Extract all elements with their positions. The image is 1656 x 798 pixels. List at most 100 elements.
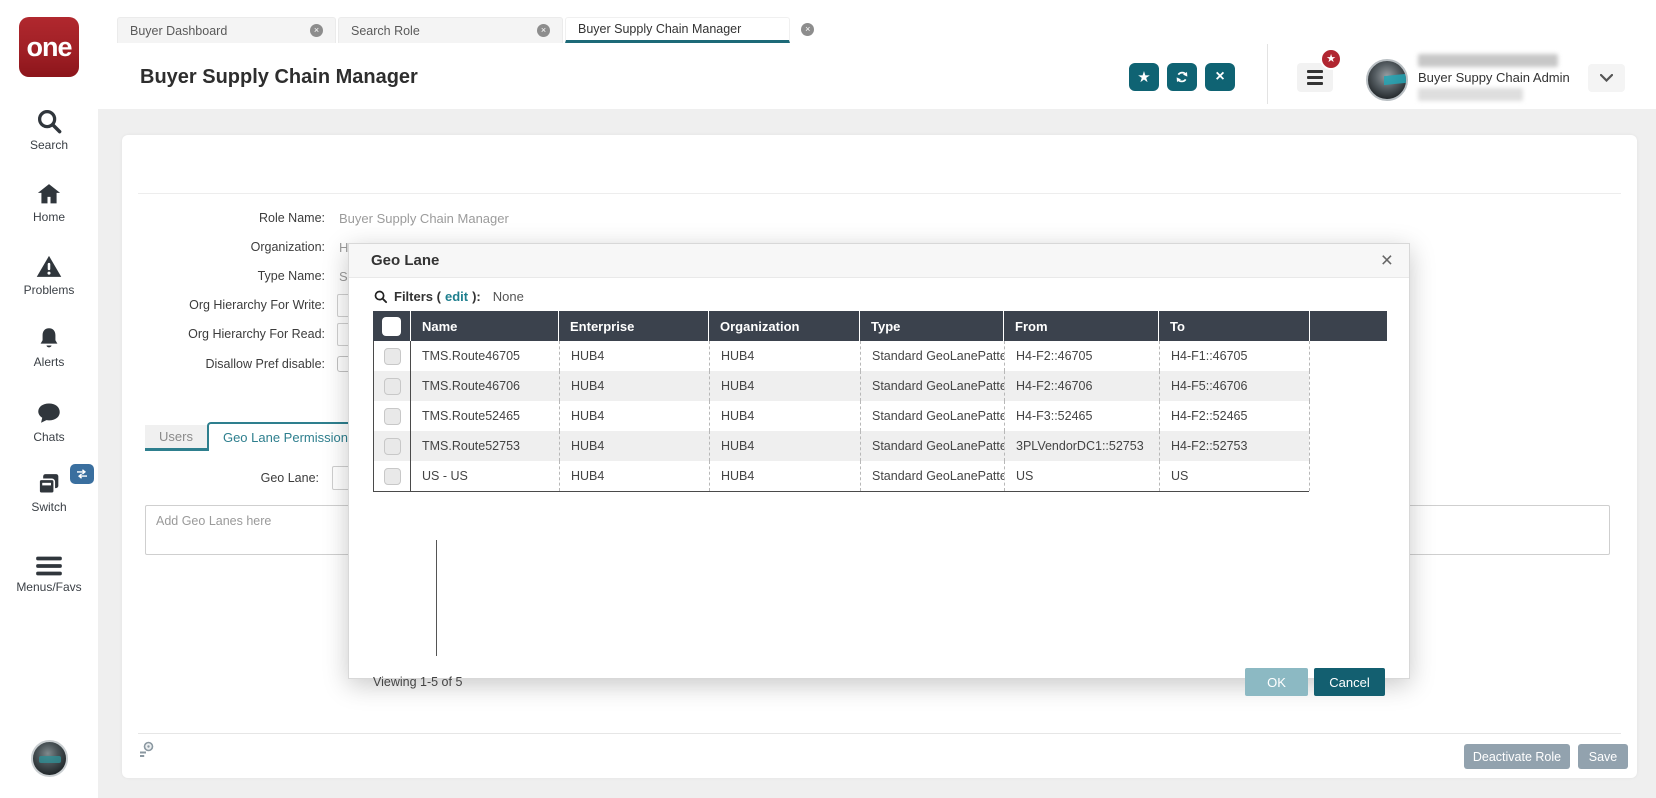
row-checkbox[interactable]	[383, 467, 401, 485]
field-value: S	[339, 268, 348, 284]
favorite-star-button[interactable]: ★	[1129, 63, 1159, 91]
cell-to: US	[1159, 461, 1310, 491]
grid-line-artifact	[436, 540, 437, 656]
page-actions: ★ ×	[1129, 63, 1235, 91]
save-button[interactable]: Save	[1578, 744, 1628, 769]
filters-edit-link[interactable]: edit	[444, 289, 469, 304]
user-avatar[interactable]	[1366, 59, 1408, 101]
row-select-cell	[374, 431, 411, 461]
field-label: Type Name:	[257, 269, 325, 283]
sidebar-user-avatar[interactable]	[31, 740, 68, 777]
column-header-name[interactable]: Name	[410, 311, 558, 341]
cell-from: H4-F2::46706	[1004, 371, 1159, 401]
sidebar-item-label: Switch	[31, 500, 67, 514]
row-checkbox[interactable]	[383, 347, 401, 365]
table-row[interactable]: TMS.Route52753 HUB4 HUB4 Standard GeoLan…	[374, 431, 1310, 461]
favorites-badge-icon: ★	[1320, 48, 1342, 70]
sidebar-item-menus-favs[interactable]: Menus/Favs	[0, 554, 98, 594]
geo-lane-label: Geo Lane:	[260, 471, 319, 485]
cancel-button[interactable]: Cancel	[1314, 668, 1385, 696]
one-network-logo[interactable]: one	[19, 17, 79, 77]
chat-bubble-icon	[0, 400, 98, 428]
tab-users[interactable]: Users	[145, 425, 207, 451]
close-page-button[interactable]: ×	[1205, 63, 1235, 91]
cell-to: H4-F2::52465	[1159, 401, 1310, 431]
cell-organization: HUB4	[709, 401, 860, 431]
tab-buyer-supply-chain-manager[interactable]: Buyer Supply Chain Manager ×	[565, 17, 815, 43]
sidebar-item-label: Home	[32, 210, 65, 224]
column-header-organization[interactable]: Organization	[708, 311, 859, 341]
select-all-checkbox[interactable]	[382, 316, 401, 336]
tab-label: Buyer Supply Chain Manager	[578, 22, 742, 36]
table-row[interactable]: TMS.Route46706 HUB4 HUB4 Standard GeoLan…	[374, 371, 1310, 401]
window-tab-bar: Buyer Dashboard × Search Role × Buyer Su…	[117, 17, 815, 43]
section-divider	[138, 193, 1621, 194]
cell-to: H4-F1::46705	[1159, 341, 1310, 371]
cell-type: Standard GeoLanePattern	[860, 431, 1004, 461]
column-header-from[interactable]: From	[1003, 311, 1158, 341]
select-all-cell	[373, 311, 410, 341]
sidebar-item-label: Menus/Favs	[16, 580, 82, 594]
tab-geo-lane-permissions[interactable]: Geo Lane Permissions	[206, 422, 371, 451]
star-icon: ★	[1137, 68, 1151, 86]
tab-buyer-dashboard[interactable]: Buyer Dashboard ×	[117, 17, 336, 43]
deactivate-role-button[interactable]: Deactivate Role	[1464, 744, 1570, 769]
cell-enterprise: HUB4	[559, 401, 709, 431]
row-checkbox[interactable]	[383, 407, 401, 425]
geo-lane-modal: Geo Lane × Filters (edit): None Name Ent…	[348, 243, 1410, 696]
table-row[interactable]: TMS.Route52465 HUB4 HUB4 Standard GeoLan…	[374, 401, 1310, 431]
filters-prefix: Filters (	[394, 289, 441, 304]
viewing-status: Viewing 1-5 of 5	[373, 675, 463, 689]
user-role-label: Buyer Suppy Chain Admin	[1418, 70, 1570, 85]
sidebar-item-alerts[interactable]: Alerts	[0, 325, 98, 369]
tab-close-icon[interactable]: ×	[801, 22, 815, 36]
cell-type: Standard GeoLanePattern	[860, 461, 1004, 491]
tab-search-role[interactable]: Search Role ×	[338, 17, 563, 43]
modal-header: Geo Lane ×	[349, 244, 1409, 278]
column-header-enterprise[interactable]: Enterprise	[558, 311, 708, 341]
switch-swap-badge-icon[interactable]	[70, 464, 94, 484]
table-row[interactable]: TMS.Route46705 HUB4 HUB4 Standard GeoLan…	[374, 341, 1310, 371]
sidebar-item-home[interactable]: Home	[0, 180, 98, 224]
cell-organization: HUB4	[709, 341, 860, 371]
header-divider	[1267, 44, 1268, 104]
row-checkbox[interactable]	[383, 377, 401, 395]
user-menu-button[interactable]	[1588, 64, 1625, 92]
refresh-button[interactable]	[1167, 63, 1197, 91]
column-header-type[interactable]: Type	[859, 311, 1003, 341]
modal-close-icon[interactable]: ×	[1380, 249, 1393, 272]
cell-to: H4-F2::52753	[1159, 431, 1310, 461]
sidebar-item-label: Alerts	[33, 355, 65, 369]
row-checkbox[interactable]	[383, 437, 401, 455]
logo-text: one	[26, 31, 72, 62]
sidebar-item-chats[interactable]: Chats	[0, 400, 98, 444]
cell-from: US	[1004, 461, 1159, 491]
ok-button[interactable]: OK	[1245, 668, 1308, 696]
hamburger-icon	[1307, 70, 1323, 73]
cell-organization: HUB4	[709, 461, 860, 491]
modal-title: Geo Lane	[371, 252, 440, 269]
audit-icon[interactable]	[138, 741, 155, 758]
tab-close-icon[interactable]: ×	[310, 24, 323, 37]
column-header-to[interactable]: To	[1158, 311, 1309, 341]
chevron-down-icon	[1600, 74, 1613, 82]
table-row[interactable]: US - US HUB4 HUB4 Standard GeoLanePatter…	[374, 461, 1310, 491]
cell-name: US - US	[422, 469, 468, 483]
column-header-blank	[1309, 311, 1387, 341]
cell-organization: HUB4	[709, 371, 860, 401]
tab-close-icon[interactable]: ×	[537, 24, 550, 37]
modal-body: Filters (edit): None Name Enterprise Org…	[349, 289, 1409, 696]
tab-label: Search Role	[351, 23, 420, 38]
cell-name: TMS.Route52753	[422, 439, 520, 453]
sidebar-item-switch[interactable]: Switch	[0, 464, 98, 514]
row-select-cell	[374, 341, 411, 371]
table-header-row: Name Enterprise Organization Type From T…	[373, 311, 1387, 341]
sidebar-item-problems[interactable]: Problems	[0, 253, 98, 297]
field-label: Role Name:	[259, 211, 325, 225]
sidebar-item-search[interactable]: Search	[0, 106, 98, 152]
geo-lane-table: Name Enterprise Organization Type From T…	[373, 311, 1387, 492]
form-row-role-name: Role Name: Buyer Supply Chain Manager	[122, 206, 509, 230]
quick-menu-button[interactable]	[1297, 63, 1333, 92]
form-row-disallow-pref: Disallow Pref disable:	[122, 352, 353, 376]
topbar: Buyer Dashboard × Search Role × Buyer Su…	[98, 0, 1656, 109]
